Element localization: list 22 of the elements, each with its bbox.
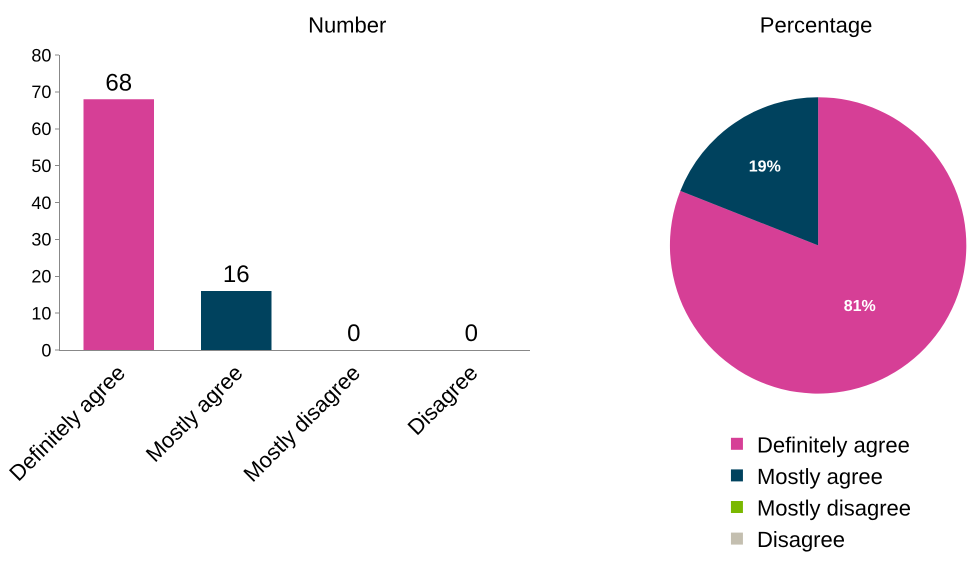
pie-slice bbox=[680, 97, 818, 246]
y-tick-label: 0 bbox=[41, 340, 52, 360]
y-tick-label: 20 bbox=[31, 266, 52, 287]
data-label: 16 bbox=[222, 261, 250, 288]
data-label: 19% bbox=[748, 158, 781, 176]
y-tick-label: 10 bbox=[31, 303, 52, 324]
legend-label: Disagree bbox=[756, 527, 845, 552]
chart-title: Number bbox=[308, 12, 386, 38]
data-label: 0 bbox=[464, 320, 478, 347]
y-tick-label: 50 bbox=[31, 156, 52, 176]
y-tick-label: 70 bbox=[31, 82, 52, 102]
y-tick-label: 30 bbox=[31, 230, 52, 250]
data-label: 81% bbox=[844, 298, 876, 316]
chart-title: Percentage bbox=[760, 12, 872, 38]
y-tick-label: 60 bbox=[31, 119, 52, 140]
data-label: 68 bbox=[105, 69, 132, 96]
data-label: 0 bbox=[347, 320, 360, 347]
legend-label: Definitely agree bbox=[756, 432, 910, 458]
y-tick-label: 80 bbox=[31, 45, 52, 66]
pie-slice bbox=[670, 97, 966, 394]
legend-label: Mostly disagree bbox=[756, 496, 912, 521]
y-tick-label: 40 bbox=[31, 192, 52, 213]
